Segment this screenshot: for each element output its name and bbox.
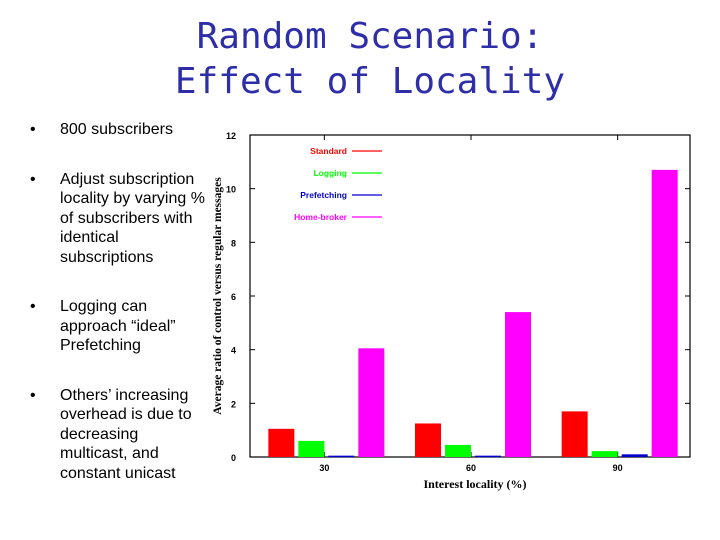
bars — [268, 169, 678, 458]
legend-label-standard: Standard — [310, 146, 347, 156]
legend: Standard Logging Prefetching Home-broker — [294, 146, 382, 222]
x-tick-label: 90 — [613, 463, 623, 473]
slide-title-line-1: Random Scenario: — [196, 16, 544, 57]
bar-standard-90 — [561, 411, 588, 457]
y-tick-label: 8 — [231, 238, 236, 248]
y-axis-title: Average ratio of control versus regular … — [212, 177, 224, 415]
bar-prefetching-30 — [328, 455, 355, 458]
x-tick-label: 60 — [466, 463, 476, 473]
y-axis: 0 2 4 6 8 10 12 — [226, 131, 690, 463]
y-tick-label: 10 — [226, 185, 236, 195]
bullet-dot-icon: • — [30, 298, 36, 315]
bar-home-broker-30 — [358, 348, 385, 457]
slide-title: Random Scenario: Effect of Locality — [170, 14, 570, 104]
y-tick-label: 2 — [231, 399, 236, 409]
bullet-item: • Others’ increasing overhead is due to … — [30, 386, 205, 484]
bullet-item: • 800 subscribers — [30, 120, 205, 140]
bullet-item: • Adjust subscription locality by varyin… — [30, 170, 205, 268]
bar-logging-60 — [445, 444, 471, 457]
bullet-dot-icon: • — [30, 121, 36, 138]
bar-home-broker-90 — [651, 169, 678, 457]
legend-label-home-broker: Home-broker — [294, 212, 348, 222]
plot-border — [249, 134, 691, 458]
bullet-text: Adjust subscription locality by varying … — [60, 170, 205, 266]
y-tick-label: 0 — [231, 453, 236, 463]
bullet-text: Logging can approach “ideal” Prefetching — [60, 298, 176, 354]
y-tick-label: 6 — [231, 292, 236, 302]
y-tick-label: 4 — [231, 346, 236, 356]
bullet-list: • 800 subscribers • Adjust subscription … — [30, 120, 205, 483]
bullet-item: • Logging can approach “ideal” Prefetchi… — [30, 297, 205, 356]
y-tick-label: 12 — [226, 131, 236, 141]
bar-home-broker-60 — [505, 312, 531, 457]
bar-prefetching-90 — [621, 454, 648, 457]
x-tick-label: 30 — [319, 463, 329, 473]
legend-label-logging: Logging — [313, 168, 347, 178]
bullet-text: 800 subscribers — [60, 121, 173, 138]
bar-standard-30 — [268, 428, 295, 457]
bullet-text: Others’ increasing overhead is due to de… — [60, 386, 192, 482]
x-axis-title: Interest locality (%) — [423, 477, 526, 491]
bar-standard-60 — [415, 423, 441, 457]
legend-label-prefetching: Prefetching — [300, 190, 347, 200]
bar-logging-30 — [298, 440, 325, 457]
bullet-dot-icon: • — [30, 170, 36, 188]
bullet-dot-icon: • — [30, 386, 36, 404]
bar-logging-90 — [591, 451, 618, 457]
slide-title-line-2: Effect of Locality — [174, 61, 566, 102]
plot-frame — [249, 134, 691, 458]
bar-prefetching-60 — [475, 455, 501, 458]
bar-chart: 0 2 4 6 8 10 12 30 60 90 Standard Logging Prefetch… — [212, 131, 691, 491]
